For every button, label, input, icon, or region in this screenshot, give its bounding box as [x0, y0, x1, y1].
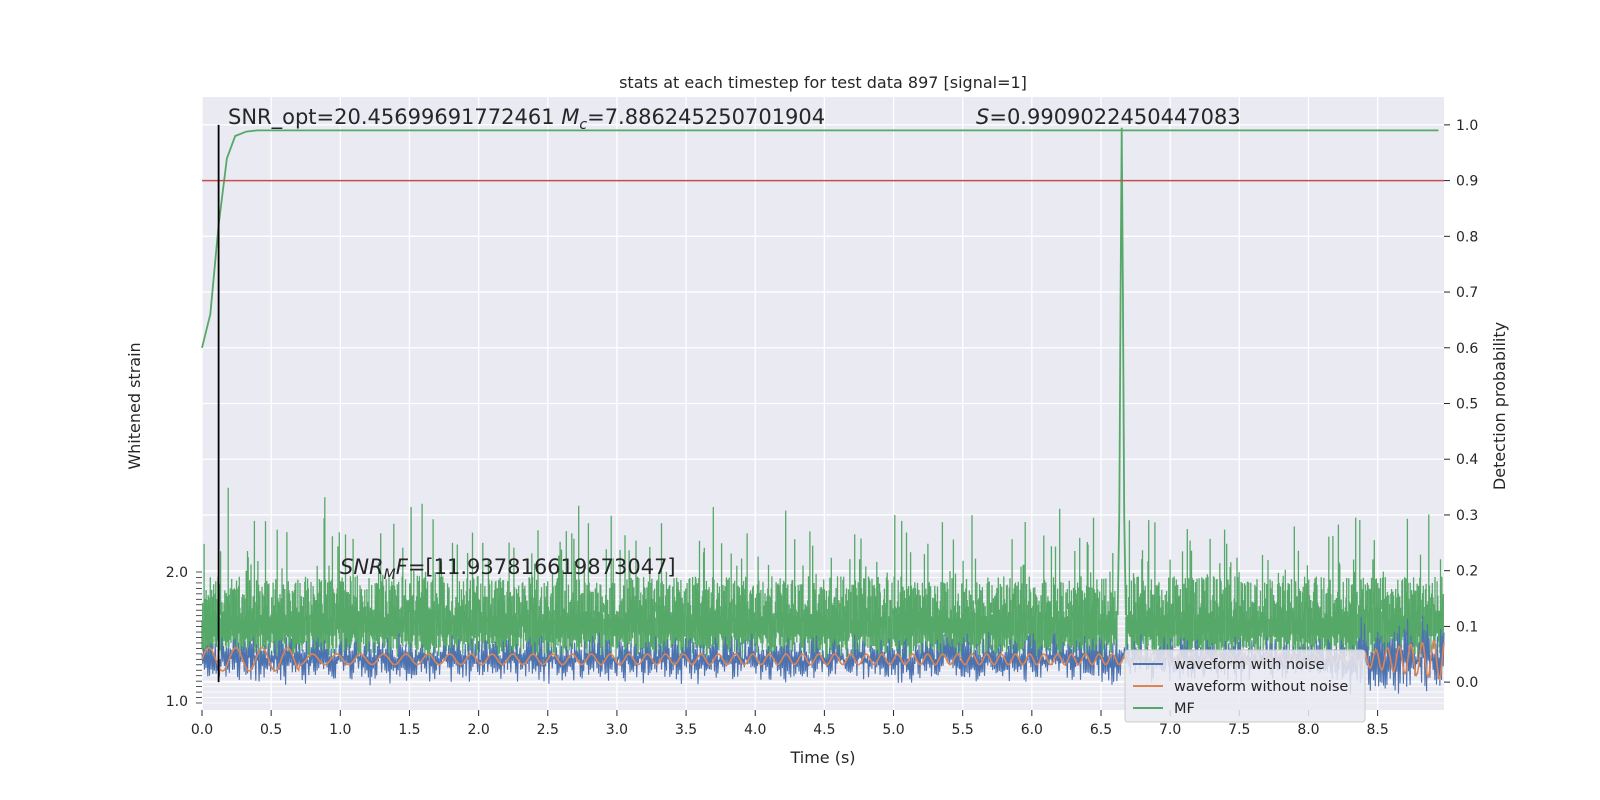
x-axis-label: Time (s): [789, 748, 855, 767]
legend-label-waveform-with-noise: waveform with noise: [1174, 657, 1325, 673]
mf-noise-bars: [201, 487, 1444, 660]
mf-noise-series: [201, 487, 1444, 660]
s-annotation: S=0.9909022450447083: [976, 105, 1241, 129]
x-tick-label: 6.0: [1021, 722, 1043, 738]
x-tick-label: 0.5: [260, 722, 282, 738]
snr-opt-annotation: SNR_opt=20.45699691772461 Mc=7.886245250…: [228, 105, 825, 133]
mc-symbol: M: [561, 105, 579, 129]
right-tick-label: 0.5: [1456, 397, 1478, 413]
x-tick-label: 7.0: [1159, 722, 1181, 738]
s-symbol: S: [976, 105, 989, 129]
x-tick-label: 8.0: [1297, 722, 1319, 738]
right-tick-label: 0.2: [1456, 564, 1478, 580]
x-tick-label: 2.0: [467, 722, 489, 738]
snr-mf-annotation: SNRMF=[11.937816619873047]: [340, 555, 676, 583]
right-tick-label: 0.8: [1456, 229, 1478, 245]
x-tick-label: 4.0: [744, 722, 766, 738]
right-tick-label: 1.0: [1456, 118, 1478, 134]
x-tick-label: 1.0: [329, 722, 351, 738]
right-tick-label: 0.0: [1456, 675, 1478, 691]
right-tick-label: 0.3: [1456, 508, 1478, 524]
mc-subscript: c: [579, 117, 587, 133]
snr-opt-text: SNR_opt=20.45699691772461: [228, 105, 561, 130]
mf-detection-curve: [201, 129, 1439, 349]
legend-label-mf: MF: [1174, 701, 1195, 717]
right-tick-label: 0.4: [1456, 452, 1478, 468]
x-tick-label: 1.5: [398, 722, 420, 738]
mc-value: =7.886245250701904: [587, 105, 825, 129]
legend-label-waveform-without-noise: waveform without noise: [1174, 679, 1348, 695]
chart-title: stats at each timestep for test data 897…: [619, 73, 1027, 92]
left-axis-ticks: 2.0 1.0: [166, 565, 202, 710]
x-tick-label: 5.5: [952, 722, 974, 738]
right-tick-label: 0.1: [1456, 619, 1478, 635]
legend-box: [1124, 649, 1366, 723]
mf-peak-spike: [1116, 127, 1127, 616]
x-tick-label: 5.0: [882, 722, 904, 738]
x-tick-label: 8.5: [1366, 722, 1388, 738]
left-tick-label-bottom: 1.0: [166, 694, 188, 710]
x-axis-ticks: 0.0 0.5 1.0 1.5 2.0 2.5 3.0 3.5 4.0 4.5 5.0 5.5 6.0 6…: [191, 710, 1389, 738]
left-tick-label-top: 2.0: [166, 565, 188, 581]
right-y-axis-label: Detection probability: [1490, 322, 1509, 490]
left-y-axis-label: Whitened strain: [125, 342, 144, 469]
x-tick-label: 7.5: [1228, 722, 1250, 738]
x-tick-label: 4.5: [813, 722, 835, 738]
right-axis-ticks: 0.0 0.1 0.2 0.3 0.4 0.5 0.6 0.7 0.8 0.9 1.0: [1444, 118, 1478, 691]
x-tick-label: 6.5: [1090, 722, 1112, 738]
x-tick-label: 3.5: [675, 722, 697, 738]
right-tick-label: 0.6: [1456, 341, 1478, 357]
right-tick-label: 0.7: [1456, 285, 1478, 301]
right-tick-label: 0.9: [1456, 174, 1478, 190]
snr-mf-value: =[11.937816619873047]: [408, 555, 676, 579]
legend: waveform with noise waveform without noi…: [1124, 649, 1366, 723]
snr-mf-subscript: M: [384, 567, 396, 583]
x-tick-label: 2.5: [537, 722, 559, 738]
snr-mf-tail: F: [396, 555, 409, 579]
x-tick-label: 3.0: [606, 722, 628, 738]
x-tick-label: 0.0: [191, 722, 213, 738]
snr-mf-symbol: SNR: [340, 555, 384, 579]
s-value: =0.9909022450447083: [989, 105, 1240, 129]
